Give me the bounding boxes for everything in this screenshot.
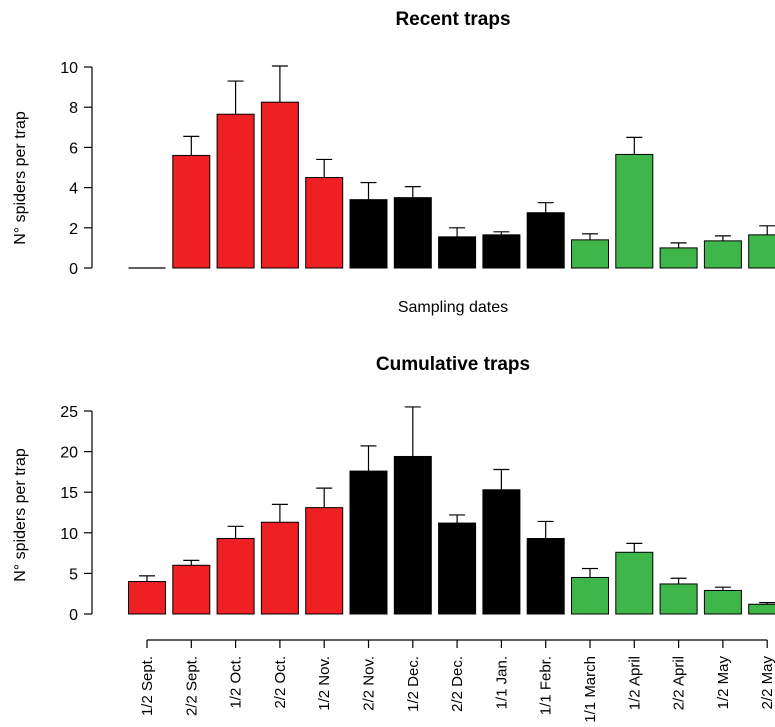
y-tick-label: 2 — [69, 221, 78, 238]
x-tick-label: 2/2 Oct. — [272, 656, 289, 709]
bar-1-2-sept- — [128, 581, 166, 615]
bar-2-2-april — [659, 247, 698, 269]
x-tick-label: 2/2 Sept. — [183, 656, 200, 716]
y-tick-label: 20 — [60, 445, 78, 462]
x-tick-label: 1/1 Febr. — [538, 656, 555, 715]
bar-1-1-febr- — [526, 212, 565, 269]
bar-1-1-march — [571, 239, 609, 269]
x-tick-label: 2/2 May — [759, 656, 775, 710]
x-tick-label: 1/1 Jan. — [493, 656, 510, 709]
y-tick-label: 10 — [60, 60, 78, 77]
bar-1-2-oct- — [216, 113, 255, 269]
bar-1-2-may — [703, 589, 742, 615]
bar-1-1-jan- — [482, 234, 521, 269]
y-tick-label: 6 — [69, 140, 78, 157]
y-axis-label: N° spiders per trap — [12, 111, 29, 245]
bar-2-2-nov- — [349, 470, 388, 615]
bar-2-2-may — [748, 603, 775, 615]
x-tick-label: 1/2 May — [715, 656, 732, 710]
bar-1-2-dec- — [393, 197, 432, 269]
bar-2-2-oct- — [260, 521, 299, 615]
bar-2-2-sept- — [172, 154, 211, 269]
x-tick-label: 2/2 Dec. — [449, 656, 466, 712]
x-axis-label: Sampling dates — [398, 299, 508, 316]
bar-1-1-febr- — [526, 537, 565, 615]
x-tick-label: 1/2 Oct. — [228, 656, 245, 709]
bar-2-2-oct- — [260, 101, 299, 269]
bar-1-2-nov- — [305, 177, 344, 269]
bar-2-2-nov- — [349, 199, 388, 269]
x-tick-label: 1/2 Dec. — [405, 656, 422, 712]
x-tick-label: 1/2 Nov. — [316, 656, 333, 711]
x-tick-label: 1/2 Sept. — [139, 656, 156, 716]
y-tick-label: 4 — [69, 181, 78, 198]
y-tick-label: 10 — [60, 526, 78, 543]
bar-1-1-march — [571, 576, 609, 615]
chart-title: Recent traps — [395, 9, 510, 30]
x-tick-label: 2/2 Nov. — [361, 656, 378, 711]
y-tick-label: 0 — [69, 607, 78, 624]
bar-2-2-dec- — [438, 236, 477, 269]
bar-1-2-april — [615, 153, 654, 269]
x-tick-label: 2/2 April — [671, 656, 688, 710]
bar-2-2-sept- — [172, 564, 211, 615]
y-tick-label: 15 — [60, 485, 78, 502]
bar-2-2-dec- — [438, 522, 477, 615]
y-tick-label: 0 — [69, 261, 78, 278]
bar-1-2-nov- — [305, 507, 344, 615]
bar-1-2-april — [615, 551, 654, 615]
bar-1-1-jan- — [482, 489, 521, 615]
bar-1-2-oct- — [216, 537, 255, 615]
y-tick-label: 8 — [69, 100, 78, 117]
chart-title: Cumulative traps — [376, 354, 530, 375]
bar-1-2-dec- — [393, 455, 432, 615]
bar-2-2-april — [659, 583, 698, 615]
chart-panel-recent-traps: Recent traps N° spiders per trap Samplin… — [12, 9, 775, 316]
y-tick-label: 25 — [60, 404, 78, 421]
y-axis-label: N° spiders per trap — [12, 448, 29, 582]
x-tick-label: 1/2 April — [626, 656, 643, 710]
y-tick-label: 5 — [69, 566, 78, 583]
x-tick-label: 1/1 March — [582, 656, 599, 723]
bar-2-2-may — [748, 234, 775, 269]
bar-1-2-may — [703, 240, 742, 269]
chart-panel-cumulative-traps: Cumulative traps N° spiders per trap 0 5 1… — [12, 354, 775, 723]
